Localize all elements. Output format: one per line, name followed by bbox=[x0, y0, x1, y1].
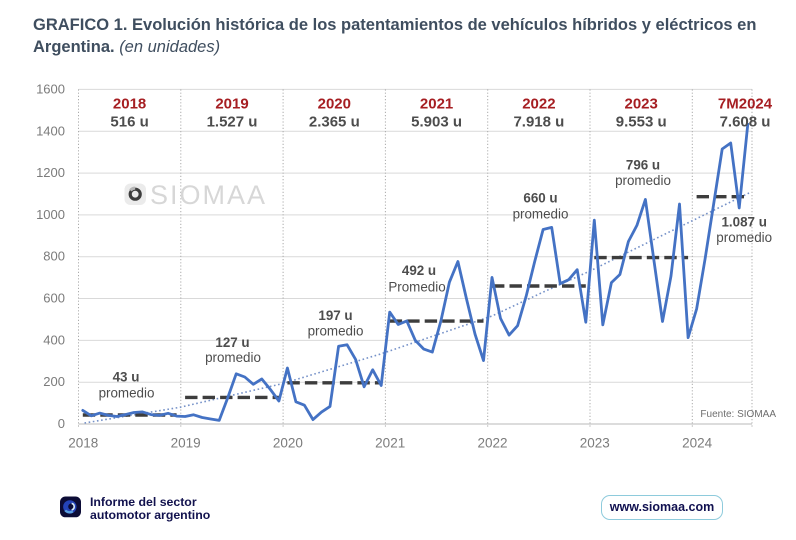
svg-text:promedio: promedio bbox=[615, 173, 671, 188]
svg-text:7.608 u: 7.608 u bbox=[720, 114, 771, 131]
svg-text:1.087 u: 1.087 u bbox=[721, 215, 766, 230]
svg-text:127 u: 127 u bbox=[215, 335, 249, 350]
svg-text:2023: 2023 bbox=[625, 96, 658, 113]
svg-text:200: 200 bbox=[43, 374, 65, 389]
svg-text:660 u: 660 u bbox=[523, 191, 557, 206]
svg-text:800: 800 bbox=[43, 249, 65, 264]
svg-text:516 u: 516 u bbox=[110, 114, 148, 131]
svg-text:2024: 2024 bbox=[682, 436, 713, 451]
svg-text:1600: 1600 bbox=[36, 81, 65, 96]
svg-text:2021: 2021 bbox=[375, 436, 405, 451]
svg-text:promedio: promedio bbox=[99, 386, 155, 401]
svg-text:600: 600 bbox=[43, 291, 65, 306]
svg-text:2022: 2022 bbox=[477, 436, 507, 451]
svg-text:492 u: 492 u bbox=[402, 263, 436, 278]
svg-text:197 u: 197 u bbox=[318, 308, 352, 323]
svg-text:2020: 2020 bbox=[273, 436, 303, 451]
svg-text:5.903 u: 5.903 u bbox=[411, 114, 462, 131]
svg-text:Fuente: SIOMAA: Fuente: SIOMAA bbox=[700, 409, 776, 420]
svg-text:796 u: 796 u bbox=[626, 157, 660, 172]
svg-text:promedio: promedio bbox=[716, 230, 772, 245]
svg-text:2022: 2022 bbox=[522, 96, 555, 113]
svg-text:400: 400 bbox=[43, 332, 65, 347]
svg-text:2018: 2018 bbox=[113, 96, 146, 113]
svg-text:1200: 1200 bbox=[36, 165, 65, 180]
svg-text:7M2024: 7M2024 bbox=[718, 96, 773, 113]
svg-text:Promedio: Promedio bbox=[388, 280, 445, 295]
svg-text:2.365 u: 2.365 u bbox=[309, 114, 360, 131]
svg-text:2019: 2019 bbox=[215, 96, 248, 113]
svg-text:0: 0 bbox=[58, 416, 65, 431]
svg-text:2021: 2021 bbox=[420, 96, 453, 113]
svg-text:promedio: promedio bbox=[308, 324, 364, 339]
svg-text:2018: 2018 bbox=[68, 436, 98, 451]
svg-text:9.553 u: 9.553 u bbox=[616, 114, 667, 131]
svg-text:1000: 1000 bbox=[36, 207, 65, 222]
svg-text:7.918 u: 7.918 u bbox=[513, 114, 564, 131]
svg-text:43 u: 43 u bbox=[113, 370, 140, 385]
svg-text:promedio: promedio bbox=[513, 206, 569, 221]
svg-text:1.527 u: 1.527 u bbox=[207, 114, 258, 131]
svg-text:2019: 2019 bbox=[171, 436, 201, 451]
svg-text:SIOMAA: SIOMAA bbox=[150, 180, 267, 210]
svg-text:1400: 1400 bbox=[36, 123, 65, 138]
svg-text:promedio: promedio bbox=[205, 350, 261, 365]
svg-text:2023: 2023 bbox=[580, 436, 610, 451]
svg-text:2020: 2020 bbox=[318, 96, 351, 113]
